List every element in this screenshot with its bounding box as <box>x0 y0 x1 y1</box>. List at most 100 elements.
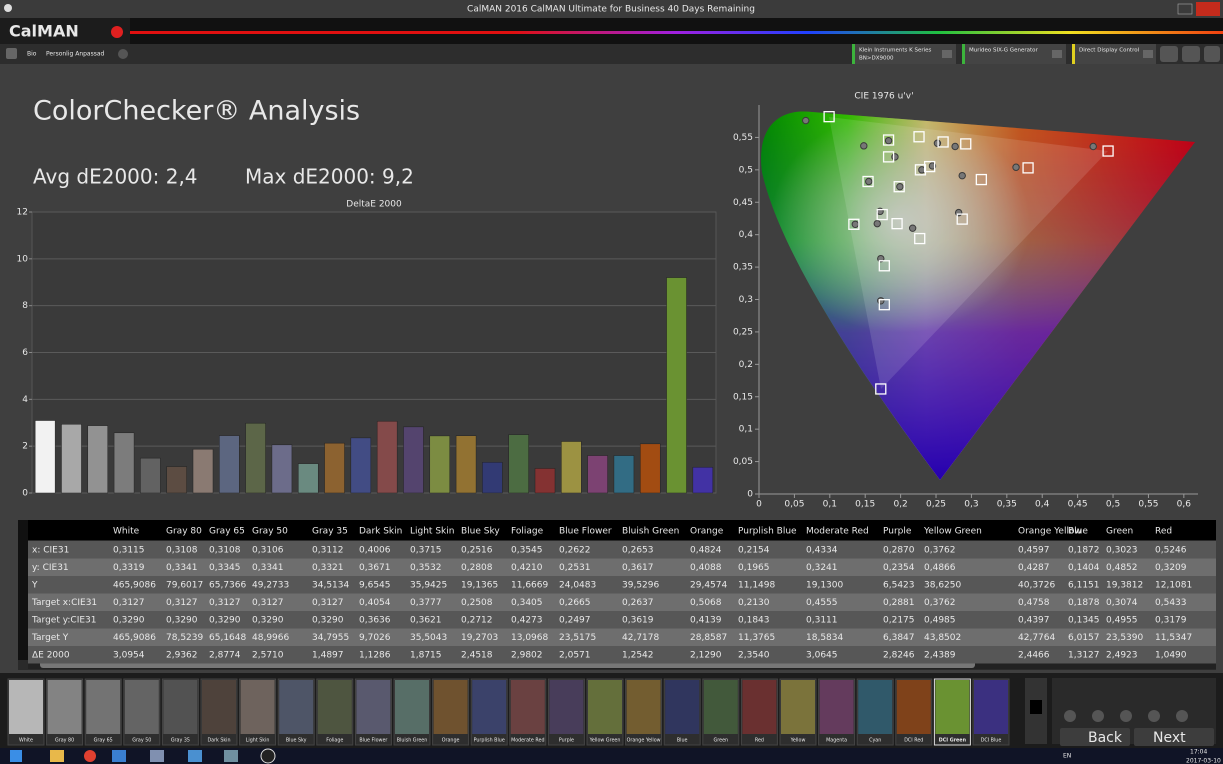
back-button[interactable] <box>1060 728 1130 746</box>
measured-point <box>802 116 810 125</box>
patch-label: Red <box>755 738 764 744</box>
row-label: Target y:CIE31 <box>31 616 97 626</box>
column-header: Light Skin <box>410 527 454 537</box>
measured-point <box>860 142 868 150</box>
x-tick-label: 0,15 <box>855 500 875 510</box>
dropdown[interactable] <box>942 50 952 58</box>
device-box[interactable] <box>852 44 956 64</box>
taskbar-app[interactable] <box>224 750 238 762</box>
table-cell: 2,4518 <box>461 651 493 661</box>
link-button[interactable] <box>1148 710 1160 722</box>
next-page-button[interactable] <box>1204 46 1220 62</box>
table-cell: 0,3532 <box>410 563 442 573</box>
measured-point <box>908 224 917 232</box>
x-tick-label: 0,25 <box>926 500 946 510</box>
bar <box>140 457 161 494</box>
max-de: Max dE2000: 9,2 <box>245 165 414 189</box>
taskbar-app[interactable] <box>150 750 164 762</box>
patch-label: Moderate Red <box>511 738 544 744</box>
tab-add[interactable] <box>118 49 128 59</box>
table-cell: 0,3290 <box>113 616 145 626</box>
table-cell: 0,4054 <box>359 598 391 608</box>
taskbar-app[interactable] <box>112 750 126 762</box>
table-cell: 0,2154 <box>738 546 770 556</box>
table-row <box>28 541 1216 559</box>
target-point <box>878 260 890 272</box>
patch-label: Cyan <box>869 738 881 744</box>
help-button[interactable] <box>1182 46 1200 62</box>
taskbar-app[interactable] <box>260 748 276 764</box>
patch-label: DCI Blue <box>981 738 1002 744</box>
app-icon <box>4 4 12 12</box>
input-language[interactable]: EN <box>1063 753 1071 760</box>
maximize-button[interactable] <box>1177 3 1193 15</box>
table-cell: 9,6545 <box>359 581 391 591</box>
row-label: Target Y <box>31 633 69 643</box>
table-cell: 2,9802 <box>511 651 543 661</box>
close-button[interactable] <box>1196 2 1220 16</box>
device-box[interactable] <box>1072 44 1156 64</box>
table-cell: 19,2703 <box>461 633 498 643</box>
play-button[interactable] <box>1064 710 1076 722</box>
table-cell: 38,6250 <box>924 581 961 591</box>
black-patch[interactable] <box>1030 700 1042 714</box>
target-point <box>882 134 895 146</box>
taskbar-app[interactable] <box>188 750 202 762</box>
table-cell: 0,2622 <box>559 546 591 556</box>
y-tick-label: 0,25 <box>733 327 753 337</box>
table-cell: 19,1300 <box>806 581 843 591</box>
loop-button[interactable] <box>1120 710 1132 722</box>
bar <box>87 425 109 494</box>
column-header: Gray 80 <box>166 527 202 537</box>
target-point <box>914 164 927 176</box>
table-cell: 0,3545 <box>511 546 543 556</box>
taskbar-app[interactable] <box>84 750 96 762</box>
locus-white <box>761 111 1195 480</box>
y-tick-label: 0,1 <box>739 425 753 435</box>
next-button[interactable] <box>1134 728 1214 746</box>
clock-date: 2017-03-10 <box>1186 758 1221 764</box>
table-cell: 0,4088 <box>690 563 722 573</box>
patch-swatch <box>588 680 622 734</box>
bar <box>245 422 266 494</box>
play-button[interactable] <box>1092 710 1104 722</box>
target-point <box>891 217 903 230</box>
minimize-button[interactable] <box>1160 4 1174 14</box>
column-header: Blue Flower <box>559 527 612 537</box>
tab[interactable]: Personlig Anpassad <box>46 51 105 58</box>
row-label: y: CIE31 <box>32 563 69 573</box>
measured-point <box>958 171 966 180</box>
device-box[interactable] <box>962 44 1066 64</box>
nav-button[interactable] <box>6 48 17 59</box>
settings-button[interactable] <box>1160 46 1178 62</box>
table-cell: 0,3777 <box>410 598 442 608</box>
patch-label: Yellow Green <box>589 738 621 744</box>
title-bar <box>0 0 1223 18</box>
tab[interactable]: Bio <box>27 51 37 58</box>
row-header-strip <box>18 520 28 660</box>
column-header: Green <box>1106 527 1133 537</box>
cie-horseshoe <box>761 111 1195 480</box>
table-cell: 0,4397 <box>1018 616 1050 626</box>
column-header: Red <box>1155 527 1172 537</box>
target-point <box>960 138 972 150</box>
table-header <box>18 520 1216 540</box>
patch-swatch <box>510 680 545 734</box>
measured-point <box>951 142 959 151</box>
dropdown[interactable] <box>1143 50 1153 58</box>
table-cell: 0,3106 <box>252 546 284 556</box>
table-cell: 78,5239 <box>166 633 203 643</box>
start-button[interactable] <box>10 750 22 762</box>
table-cell: 0,3636 <box>359 616 391 626</box>
logo-menu[interactable] <box>111 26 123 38</box>
table-row <box>28 646 1216 664</box>
dropdown[interactable] <box>1052 50 1062 58</box>
taskbar-app[interactable] <box>50 750 64 762</box>
table-row <box>28 611 1216 629</box>
table-cell: 0,2531 <box>559 563 591 573</box>
table-cell: 0,4852 <box>1106 563 1138 573</box>
stop-button[interactable] <box>1176 710 1188 722</box>
table-row <box>28 576 1216 594</box>
